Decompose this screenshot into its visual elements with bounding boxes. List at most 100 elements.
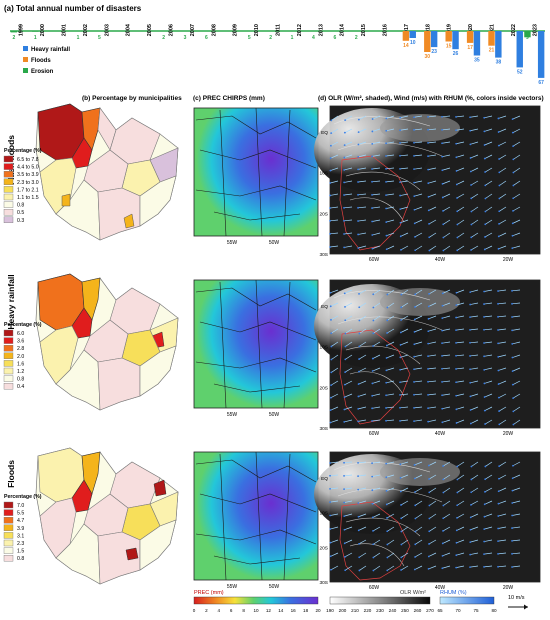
wind-vector — [344, 406, 353, 410]
wind-vector-head — [413, 420, 415, 423]
wind-vector-head — [455, 354, 457, 357]
wind-vector — [456, 167, 465, 172]
panel-a-bar-label: 10 — [410, 40, 416, 46]
wind-vector-head — [330, 318, 332, 321]
wind-vector-head — [399, 356, 402, 359]
panel-a-bar — [466, 31, 474, 43]
prec-colorbar-tick: 4 — [218, 608, 221, 613]
wind-vector-head — [399, 208, 402, 211]
legend-label-heavy-rainfall: Heavy rainfall — [31, 47, 70, 53]
wind-vector-head — [469, 291, 472, 293]
wind-vector — [386, 219, 395, 223]
wind-vector — [512, 219, 521, 224]
panel-b-legend-swatch — [3, 208, 14, 216]
panel-a-year-label: 2009 — [233, 24, 239, 36]
panel-b-legend-class: 7.0 — [17, 503, 24, 509]
wind-vector-head — [484, 236, 486, 238]
wind-vector-head — [428, 543, 430, 545]
wind-vector-head — [512, 209, 514, 212]
wind-vector-head — [498, 410, 501, 412]
wind-vector-head — [441, 115, 443, 118]
wind-vector-head — [329, 462, 331, 464]
wind-vector-head — [413, 343, 416, 346]
wind-vector — [470, 180, 479, 186]
wind-vector — [442, 461, 451, 467]
wind-vector-head — [469, 316, 471, 319]
wind-vector-head — [456, 516, 458, 519]
wind-vector — [358, 219, 367, 222]
wind-vector-head — [385, 180, 387, 183]
wind-vector — [428, 154, 437, 157]
panel-d-wind-vectors — [329, 115, 521, 572]
wind-vector — [442, 341, 451, 344]
wind-vector — [415, 539, 423, 545]
wind-vector-head — [371, 370, 374, 372]
prec-colorbar-tick: 16 — [291, 608, 297, 613]
wind-vector-head — [483, 248, 486, 251]
wind-vector-head — [455, 291, 458, 294]
wind-vector — [400, 128, 409, 131]
wind-vector-head — [484, 423, 487, 425]
wind-vector-head — [498, 184, 501, 187]
panel-b-legend-class: 4.7 — [17, 518, 24, 524]
wind-vector-head — [399, 154, 401, 157]
wind-vector — [457, 232, 465, 238]
wind-vector — [344, 513, 353, 517]
wind-vector — [428, 461, 437, 466]
wind-vector-head — [511, 527, 513, 529]
wind-vector — [499, 206, 507, 212]
wind-vector-head — [441, 304, 444, 307]
panel-b-legend-heavy-rainfall: Percentage (%) 6.0 3.62.8 2.01.6 1.2 0.80.4 — [3, 322, 42, 390]
wind-vector-head — [399, 331, 402, 334]
wind-vector-head — [441, 567, 444, 570]
wind-vector-head — [427, 355, 429, 358]
wind-vector — [330, 565, 339, 571]
vector-reference: 10 m/s — [508, 595, 528, 610]
wind-vector — [443, 245, 451, 251]
wind-vector-head — [357, 407, 360, 410]
wind-vector-head — [399, 381, 401, 384]
wind-vector-head — [483, 328, 485, 331]
panel-b-legend-swatch — [3, 352, 14, 359]
wind-vector-head — [511, 477, 514, 480]
wind-vector — [498, 393, 507, 398]
wind-vector-head — [329, 291, 332, 294]
panel-b-legend-swatch — [3, 186, 14, 193]
wind-vector — [386, 419, 395, 422]
legend-swatch-erosion — [23, 68, 28, 73]
panel-b-legend-swatch — [3, 178, 14, 186]
wind-vector — [470, 380, 479, 384]
panel-d-x-tick: 20W — [503, 585, 514, 591]
wind-vector — [498, 539, 507, 542]
wind-vector-head — [455, 381, 458, 384]
wind-vector — [513, 419, 521, 425]
wind-vector — [428, 367, 437, 370]
wind-vector — [456, 128, 465, 131]
wind-vector — [414, 115, 423, 118]
panel-b-legend-class: 1.5 — [17, 549, 24, 555]
wind-vector — [484, 565, 493, 568]
wind-vector — [457, 461, 465, 467]
olr-colorbar-tick: 190 — [326, 608, 334, 613]
wind-vector-head — [511, 370, 514, 373]
wind-vector — [344, 245, 353, 248]
wind-vector — [415, 500, 423, 506]
legend-label-erosion: Erosion — [31, 69, 54, 75]
wind-vector-head — [358, 358, 361, 360]
wind-vector-head — [441, 342, 443, 345]
wind-vector-head — [330, 332, 333, 335]
wind-vector — [358, 526, 367, 531]
wind-vector — [442, 115, 451, 118]
wind-vector — [359, 565, 367, 571]
panel-d-y-tick: 10S — [319, 511, 328, 517]
panel-a-title: (a) Total annual number of disasters — [4, 4, 142, 13]
wind-vector — [512, 245, 521, 249]
wind-vector — [470, 393, 479, 397]
wind-vector-head — [399, 406, 401, 409]
rhum-colorbar: RHUM (%) — [439, 590, 495, 605]
wind-vector-head — [427, 182, 430, 185]
wind-vector — [344, 500, 353, 503]
wind-vector-head — [330, 345, 333, 348]
wind-vector — [330, 539, 339, 543]
olr-colorbar-tick: 200 — [339, 608, 347, 613]
